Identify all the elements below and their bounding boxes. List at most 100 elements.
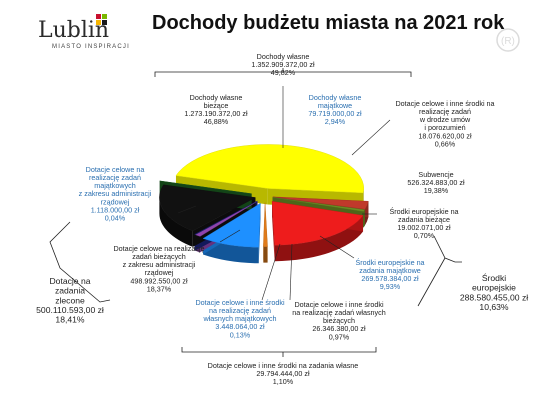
label-dotacje-majatkowe-rzadowe: Dotacje celowe na realizację zadań majątko… — [79, 165, 152, 222]
label-line: własnych majątkowych — [202, 314, 276, 323]
label-line: 19,38% — [424, 186, 449, 195]
label-line: 9,93% — [380, 282, 401, 291]
label-line: Dotacje celowe na realizację — [113, 244, 204, 253]
label-line: bieżące — [204, 101, 229, 110]
watermark-icon: (R) — [496, 28, 520, 52]
label-srodki-eu-majatkowe: Środki europejskie na zadania majątkowe 26… — [355, 258, 424, 291]
label-line: 3.448.064,00 zł — [215, 322, 265, 331]
label-line: rządowej — [145, 268, 174, 277]
label-line: 0,70% — [414, 231, 435, 240]
pie-slice-side — [263, 246, 268, 263]
label-line: Środki — [482, 272, 506, 283]
label-line: 0,13% — [230, 330, 251, 339]
label-line: Środki europejskie na — [389, 207, 458, 216]
label-line: 18,41% — [55, 315, 85, 325]
label-line: 19.002.071,00 zł — [397, 223, 451, 232]
label-dotacje-wlasne-biezace: Dotacje celowe i inne środki na realizacj… — [292, 300, 386, 341]
label-line: 46,88% — [204, 117, 229, 126]
label-line: 526.324.883,00 zł — [407, 178, 465, 187]
label-line: z zakresu administracji — [79, 189, 152, 198]
label-line: 0,04% — [105, 213, 126, 222]
label-dochody-wlasne-majatkowe: Dochody własne majątkowe 79.719.000,00 zł 2… — [308, 93, 362, 126]
label-line: Dotacje celowe na — [86, 165, 145, 174]
label-line: Dotacje na — [49, 276, 90, 286]
label-line: europejskie — [472, 283, 516, 293]
label-line: 0,97% — [329, 332, 350, 341]
label-line: 288.580.455,00 zł — [460, 292, 528, 302]
label-line: zadania bieżące — [398, 215, 450, 224]
pie-slice-side — [274, 215, 364, 262]
pie-slice-3 — [271, 201, 364, 246]
label-line: 500.110.593,00 zł — [36, 305, 104, 315]
label-line: majątkowe — [318, 101, 352, 110]
label-line: zadań bieżących — [132, 252, 186, 261]
pie-slice-7 — [194, 200, 258, 235]
label-line: Dotacje celowe i inne środki — [195, 298, 284, 307]
label-line: Dotacje celowe i inne środki na — [395, 99, 494, 108]
pie-slice-1 — [272, 196, 369, 210]
label-line: 269.578.384,00 zł — [361, 274, 419, 283]
label-dochody-wlasne-group: Dochody własne 1.352.909.372,00 zł 49,82% — [251, 52, 315, 77]
label-dotacje-zlecone-group: Dotacje na zadania zlecone 500.110.593,00 z… — [36, 276, 104, 325]
pie-slice-9 — [159, 180, 252, 194]
label-line: zlecone — [55, 295, 85, 305]
watermark-label: (R) — [501, 36, 515, 47]
pie-slice-face — [272, 201, 275, 262]
label-line: Dochody własne — [257, 52, 310, 61]
slice-labels: Dochody własne 1.352.909.372,00 zł 49,82% … — [36, 52, 528, 386]
pie-slice-8 — [159, 184, 257, 232]
label-line: 1.273.190.372,00 zł — [184, 109, 248, 118]
label-line: zadania majątkowe — [359, 266, 421, 275]
label-line: z zakresu administracji — [123, 260, 196, 269]
logo-pixel-mark — [96, 14, 107, 25]
label-srodki-europejskie-group: Środki europejskie 288.580.455,00 zł 10,63% — [460, 272, 528, 312]
label-line: 2,94% — [325, 117, 346, 126]
label-line: 18,37% — [147, 284, 172, 293]
logo-tagline: MIASTO INSPIRACJI — [52, 44, 130, 50]
label-subwencje: Subwencje 526.324.883,00 zł 19,38% — [407, 170, 465, 195]
label-line: 10,63% — [479, 302, 509, 312]
label-line: Dochody własne — [190, 93, 243, 102]
pie-slice-5 — [202, 202, 261, 248]
label-line: realizację zadań — [89, 173, 141, 182]
label-line: 26.346.380,00 zł — [312, 324, 366, 333]
label-line: Środki europejskie na — [355, 258, 424, 267]
pie-slices — [159, 144, 369, 264]
label-line: Dochody własne — [309, 93, 362, 102]
label-line: i porozumień — [424, 123, 465, 132]
label-line: na realizację zadań własnych — [292, 308, 386, 317]
pie-slice-side — [159, 197, 193, 247]
label-line: rządowej — [101, 197, 130, 206]
label-dotacje-biezace-rzadowe: Dotacje celowe na realizację zadań bieżąc… — [113, 244, 204, 293]
group-brackets — [49, 68, 462, 357]
pie-slice-0 — [175, 144, 364, 194]
label-line: 0,66% — [435, 139, 456, 148]
label-line: bieżących — [323, 316, 355, 325]
label-dotacje-umowy-porozumienia: Dotacje celowe i inne środki na realizacj… — [395, 99, 494, 148]
pie-slice-4 — [263, 202, 268, 247]
label-line: 1.118.000,00 zł — [91, 205, 140, 214]
label-line: 18.076.620,00 zł — [418, 131, 472, 140]
leader-lines — [177, 86, 391, 301]
label-line: 498.992.550,00 zł — [130, 276, 188, 285]
pie-slice-2 — [272, 197, 366, 212]
label-line: majątkowych — [94, 181, 136, 190]
label-line: Dotacje celowe i inne środki na zadania … — [208, 361, 359, 370]
label-line: realizację zadań — [419, 107, 471, 116]
label-line: zadania — [55, 286, 85, 296]
label-line: 29.794.444,00 zł — [256, 369, 310, 378]
label-dotacje-wlasne-majatkowe: Dotacje celowe i inne środki na realizacj… — [195, 298, 284, 339]
label-line: w drodze umów — [419, 115, 471, 124]
chart-title: Dochody budżetu miasta na 2021 rok — [152, 12, 505, 34]
label-line: Dotacje celowe i inne środki — [294, 300, 383, 309]
label-line: Subwencje — [418, 170, 453, 179]
label-dotacje-zadania-wlasne-group: Dotacje celowe i inne środki na zadania … — [208, 361, 359, 386]
label-dochody-wlasne-biezace: Dochody własne bieżące 1.273.190.372,00 zł… — [184, 93, 248, 126]
label-line: 79.719.000,00 zł — [308, 109, 362, 118]
label-srodki-eu-biezace: Środki europejskie na zadania bieżące 19.0… — [389, 207, 458, 240]
label-line: 49,82% — [271, 68, 296, 77]
lublin-logo: Lublin MIASTO INSPIRACJI — [38, 14, 130, 50]
label-line: na realizację zadań — [209, 306, 271, 315]
label-line: 1.352.909.372,00 zł — [251, 60, 315, 69]
